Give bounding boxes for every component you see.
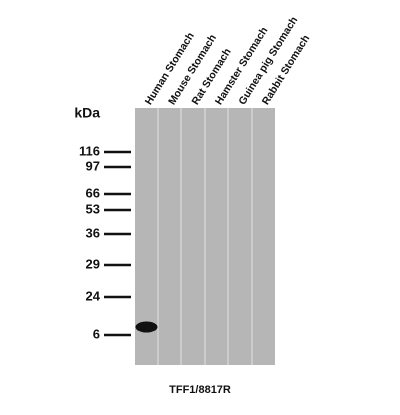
marker-label: 116: [79, 143, 100, 158]
lane-dividers: [157, 108, 253, 365]
unit-label: kDa: [74, 105, 100, 121]
marker-label: 24: [86, 288, 101, 303]
marker-label: 66: [86, 185, 100, 200]
caption: TFF1/8817R: [169, 384, 231, 396]
marker-label: 29: [86, 256, 100, 271]
marker-label: 97: [86, 158, 100, 173]
marker-label: 36: [86, 225, 100, 240]
marker-label: 53: [86, 201, 100, 216]
protein-band: [135, 321, 158, 333]
marker-label: 6: [93, 326, 100, 341]
